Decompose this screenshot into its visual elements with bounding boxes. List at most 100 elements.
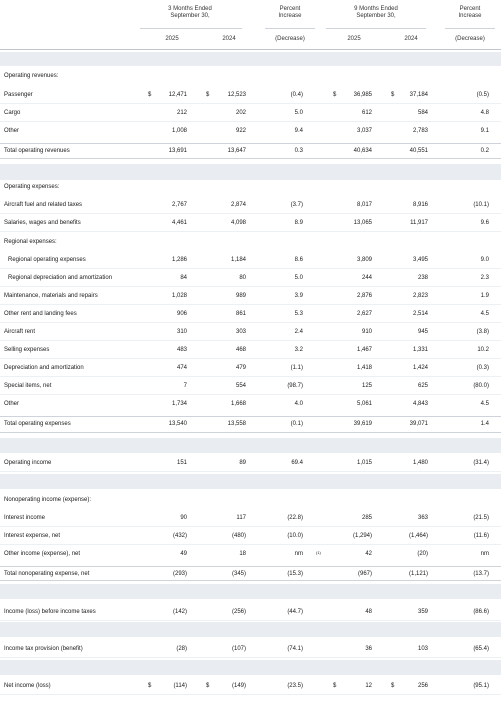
row-label: Salaries, wages and benefits bbox=[4, 220, 81, 226]
cell-np: (86.6) bbox=[473, 609, 489, 615]
cell-q25: 7 bbox=[183, 383, 187, 389]
table-row: Interest income 90 117 (22.8) 285 363 (21.5) bbox=[0, 512, 501, 525]
cell-n24: 37,184 bbox=[409, 92, 428, 98]
cell-q24: 861 bbox=[235, 311, 246, 317]
row-separator bbox=[0, 657, 501, 658]
cell-q24: 13,558 bbox=[227, 421, 246, 427]
cell-qp: 3.9 bbox=[294, 293, 303, 299]
cell-n24: 40,551 bbox=[409, 148, 428, 154]
cell-qp: 4.0 bbox=[294, 401, 303, 407]
cell-q25: 84 bbox=[180, 275, 187, 281]
cell-n24: 238 bbox=[417, 275, 428, 281]
dollar-sign: $ bbox=[333, 92, 337, 98]
cell-q24: 989 bbox=[235, 293, 246, 299]
row-label: Other bbox=[4, 401, 20, 407]
row-separator bbox=[0, 694, 501, 695]
header-rule-3m bbox=[140, 28, 242, 29]
table-row: Total operating revenues 13,691 13,647 0.3 4… bbox=[0, 145, 501, 158]
cell-q25: (28) bbox=[176, 646, 187, 652]
row-separator bbox=[0, 394, 501, 395]
pct-header-3m: Percent Increase bbox=[278, 6, 302, 19]
row-label: Aircraft rent bbox=[4, 329, 36, 335]
cell-q25: 474 bbox=[176, 365, 187, 371]
cell-np: 4.8 bbox=[480, 110, 489, 116]
cell-q25: (293) bbox=[172, 571, 187, 577]
row-label: Regional operating expenses bbox=[8, 257, 86, 263]
cell-n24: 39,071 bbox=[409, 421, 428, 427]
table-row: Depreciation and amortization 474 479 (1.1)… bbox=[0, 362, 501, 375]
band-1 bbox=[0, 52, 501, 66]
table-row: Salaries, wages and benefits 4,461 4,098 8.… bbox=[0, 217, 501, 230]
three-months-header: 3 Months Ended September 30, bbox=[168, 6, 212, 19]
cell-n25: 1,467 bbox=[356, 347, 372, 353]
section-expenses: Operating expenses: bbox=[0, 181, 501, 194]
dollar-sign: $ bbox=[391, 92, 395, 98]
header-bottom-rule bbox=[0, 49, 501, 50]
cell-q24: 554 bbox=[235, 383, 246, 389]
cell-n24: 11,917 bbox=[410, 220, 428, 226]
cell-qp: (98.7) bbox=[287, 383, 303, 389]
cell-n24: (1,121) bbox=[408, 571, 428, 577]
cell-qp: 69.4 bbox=[291, 460, 303, 466]
cell-q24: (480) bbox=[231, 533, 246, 539]
cell-np: 0.2 bbox=[480, 148, 489, 154]
cell-np: (10.1) bbox=[473, 202, 489, 208]
cell-n25: 8,017 bbox=[356, 202, 372, 208]
cell-q24: 1,184 bbox=[230, 257, 246, 263]
cell-n25: 244 bbox=[361, 275, 372, 281]
cell-np: (3.8) bbox=[476, 329, 489, 335]
cell-qp: (15.3) bbox=[287, 571, 303, 577]
cell-np: 4.5 bbox=[480, 401, 489, 407]
cell-qp: 5.0 bbox=[294, 110, 303, 116]
row-label: Total operating expenses bbox=[4, 421, 71, 427]
section-nonop: Nonoperating income (expense): bbox=[0, 494, 501, 507]
table-row: Income (loss) before income taxes (142) (2… bbox=[0, 606, 501, 619]
table-row: Net income (loss) (114) (149) (23.5) 12 256 (9… bbox=[0, 680, 501, 693]
cell-np: 1.4 bbox=[480, 421, 489, 427]
cell-q24: 13,647 bbox=[227, 148, 246, 154]
cell-qp: 8.9 bbox=[294, 220, 303, 226]
cell-n25: 3,809 bbox=[356, 257, 372, 263]
row-separator bbox=[0, 376, 501, 377]
dollar-sign: $ bbox=[206, 92, 210, 98]
section-label: Operating expenses: bbox=[4, 184, 60, 190]
cell-qp: 9.4 bbox=[294, 128, 303, 134]
cell-n25: (1,294) bbox=[352, 533, 372, 539]
pct-header-9m: Percent Increase bbox=[458, 6, 482, 19]
row-label: Selling expenses bbox=[4, 347, 50, 353]
cell-qp: (0.4) bbox=[290, 92, 303, 98]
cell-q24: 1,668 bbox=[230, 401, 246, 407]
cell-q24: (149) bbox=[231, 683, 246, 689]
subtotal-rule bbox=[0, 158, 501, 159]
section-label: Regional expenses: bbox=[4, 239, 57, 245]
row-separator bbox=[0, 620, 501, 621]
table-row: Regional depreciation and amortization 84… bbox=[0, 272, 501, 285]
band-6 bbox=[0, 622, 501, 637]
table-row: Operating income 151 89 69.4 1,015 1,480 (31.4… bbox=[0, 457, 501, 470]
cell-n24: 256 bbox=[417, 683, 428, 689]
cell-qp: 0.3 bbox=[294, 148, 303, 154]
cell-qp: (0.1) bbox=[290, 421, 303, 427]
row-label: Regional depreciation and amortization bbox=[8, 275, 113, 281]
row-separator bbox=[0, 103, 501, 104]
cell-n25: 5,061 bbox=[356, 401, 372, 407]
cell-n24: 625 bbox=[417, 383, 428, 389]
cell-np: (95.1) bbox=[473, 683, 489, 689]
row-label: Total operating revenues bbox=[4, 148, 70, 154]
row-label: Operating income bbox=[4, 460, 52, 466]
cell-q25: (142) bbox=[172, 609, 187, 615]
cell-n25: 910 bbox=[361, 329, 372, 335]
cell-q25: 13,540 bbox=[168, 421, 187, 427]
cell-np: 10.2 bbox=[477, 347, 489, 353]
band-2 bbox=[0, 164, 501, 180]
table-row: Other 1,734 1,668 4.0 5,061 4,843 4.5 bbox=[0, 398, 501, 411]
row-label: Total nonoperating expense, net bbox=[4, 571, 90, 577]
subtotal-rule bbox=[0, 566, 501, 567]
cell-np: 9.0 bbox=[480, 257, 489, 263]
row-separator bbox=[0, 268, 501, 269]
cell-qp: (74.1) bbox=[287, 646, 303, 652]
year-2025-9m: 2025 bbox=[347, 36, 361, 42]
cell-q24: (345) bbox=[231, 571, 246, 577]
cell-n25: 48 bbox=[365, 609, 372, 615]
table-row: Maintenance, materials and repairs 1,028 9… bbox=[0, 290, 501, 303]
